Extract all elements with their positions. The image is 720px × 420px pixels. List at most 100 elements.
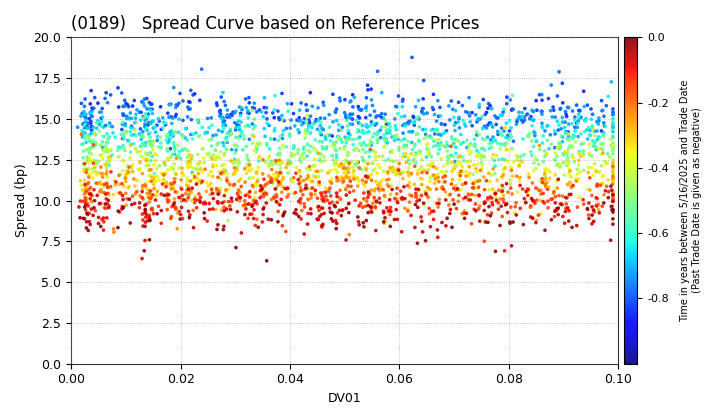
- Point: [418, 200, 429, 207]
- Point: [163, 138, 174, 145]
- Point: [438, 179, 449, 186]
- Point: [199, 215, 210, 222]
- Point: [139, 103, 150, 110]
- Point: [586, 123, 598, 129]
- Point: [564, 191, 575, 198]
- Point: [171, 155, 182, 162]
- Point: [235, 105, 247, 111]
- Point: [363, 128, 374, 135]
- Point: [477, 125, 488, 132]
- Point: [391, 172, 402, 178]
- Point: [477, 145, 488, 152]
- Point: [418, 126, 429, 133]
- Point: [301, 185, 312, 192]
- Point: [241, 152, 253, 159]
- Point: [420, 154, 432, 160]
- Point: [548, 107, 559, 113]
- Point: [302, 196, 314, 203]
- Point: [177, 133, 189, 140]
- Point: [529, 130, 541, 136]
- Point: [440, 173, 451, 179]
- Point: [560, 111, 572, 118]
- Point: [130, 119, 142, 126]
- Point: [593, 118, 605, 124]
- Point: [444, 191, 456, 198]
- Point: [107, 123, 118, 130]
- Point: [79, 184, 91, 191]
- Point: [256, 109, 267, 116]
- Point: [598, 172, 609, 179]
- Point: [165, 180, 176, 187]
- Point: [288, 174, 300, 181]
- Point: [342, 113, 354, 120]
- Point: [86, 113, 98, 120]
- Point: [410, 159, 422, 166]
- Point: [85, 130, 96, 137]
- Point: [526, 107, 538, 114]
- Point: [238, 202, 249, 209]
- Point: [607, 125, 618, 131]
- Point: [326, 143, 338, 150]
- Point: [279, 117, 290, 124]
- Point: [406, 54, 418, 61]
- Point: [162, 139, 174, 146]
- Point: [96, 151, 107, 158]
- Point: [82, 132, 94, 139]
- Point: [472, 149, 484, 156]
- Point: [436, 155, 447, 162]
- Point: [357, 122, 369, 129]
- Point: [105, 123, 117, 130]
- Point: [186, 116, 197, 123]
- Point: [161, 191, 173, 197]
- Point: [585, 116, 597, 123]
- Point: [148, 174, 160, 181]
- Point: [87, 165, 99, 172]
- Point: [536, 123, 548, 130]
- Point: [95, 142, 107, 149]
- Point: [262, 216, 274, 223]
- Point: [255, 183, 266, 189]
- Point: [182, 147, 194, 154]
- Point: [145, 166, 157, 173]
- Point: [598, 123, 610, 129]
- Point: [456, 102, 468, 109]
- Point: [255, 187, 266, 194]
- Point: [312, 150, 324, 157]
- Point: [370, 157, 382, 163]
- Point: [154, 134, 166, 140]
- Point: [372, 131, 383, 138]
- Point: [264, 145, 276, 152]
- Point: [518, 117, 530, 123]
- Point: [138, 247, 150, 254]
- Point: [391, 126, 402, 133]
- Point: [607, 105, 618, 112]
- Point: [117, 142, 129, 149]
- Point: [234, 198, 246, 205]
- Point: [467, 179, 479, 186]
- Point: [150, 178, 162, 184]
- Point: [593, 115, 605, 121]
- Point: [583, 164, 595, 171]
- Point: [537, 198, 549, 205]
- Point: [184, 151, 195, 158]
- Point: [397, 194, 408, 201]
- Point: [104, 158, 115, 165]
- Point: [312, 173, 324, 180]
- Point: [390, 167, 401, 173]
- Point: [103, 202, 114, 209]
- Point: [413, 97, 424, 104]
- Point: [590, 146, 602, 153]
- Point: [473, 205, 485, 212]
- Point: [516, 158, 527, 164]
- Point: [505, 131, 516, 138]
- Point: [358, 181, 369, 187]
- Point: [399, 136, 410, 142]
- Point: [494, 222, 505, 229]
- Point: [158, 172, 169, 178]
- Point: [174, 148, 185, 155]
- Point: [549, 213, 560, 220]
- Point: [181, 187, 192, 194]
- Point: [232, 163, 243, 170]
- Point: [607, 115, 618, 122]
- Point: [312, 168, 323, 175]
